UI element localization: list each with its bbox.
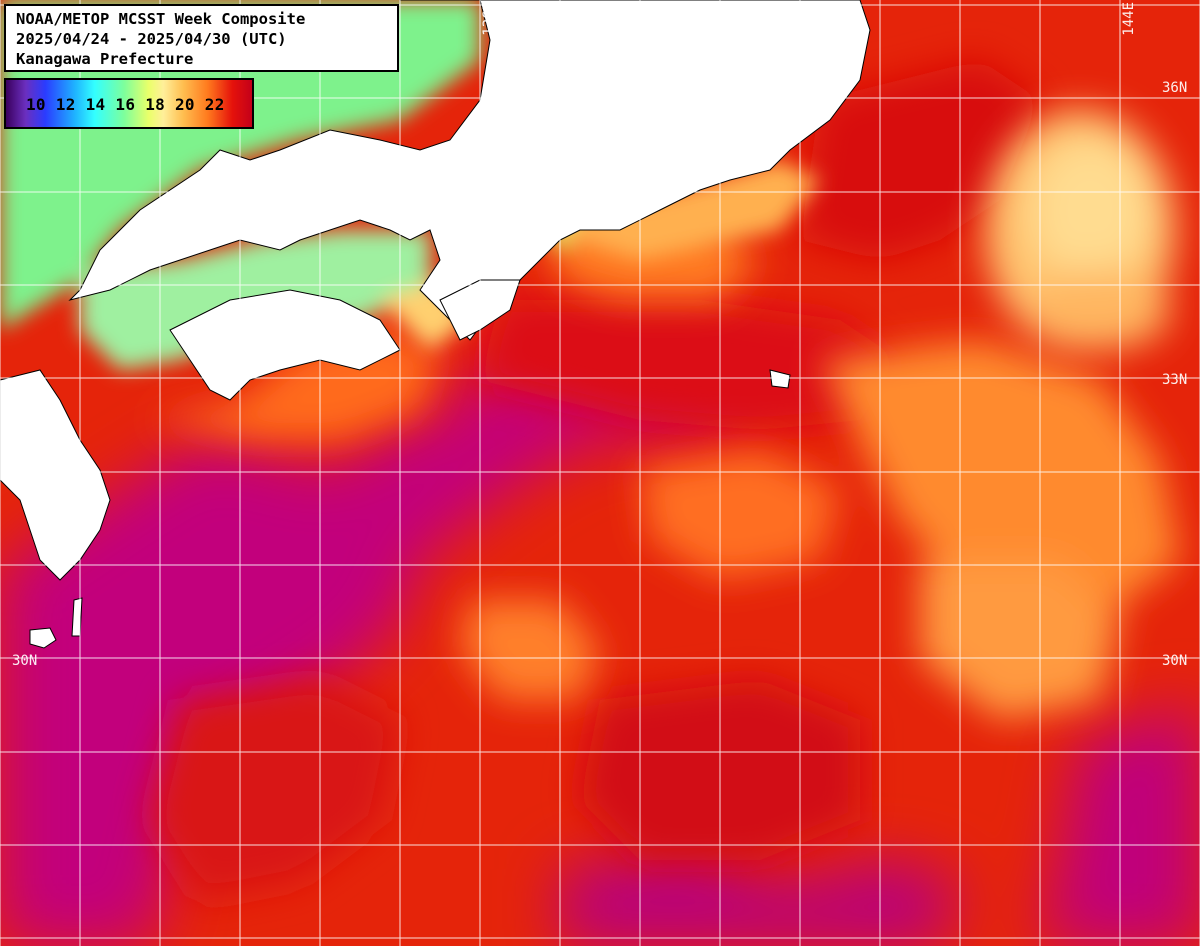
lat-label-30n-right: 30N xyxy=(1162,653,1188,669)
legend-tick-labels: 10 12 14 16 18 20 22 xyxy=(26,95,225,114)
land xyxy=(0,0,871,649)
lat-label-33n: 33N xyxy=(1162,372,1188,388)
lon-label-144e: 144E xyxy=(1121,2,1137,36)
color-scale-legend: 10 12 14 16 18 20 22 xyxy=(4,78,254,129)
title-line-3: Kanagawa Prefecture xyxy=(16,50,194,68)
land-shikoku xyxy=(169,289,401,401)
lat-label-30n-left: 30N xyxy=(12,653,38,669)
land-yakushima xyxy=(29,627,57,649)
title-box: NOAA/METOP MCSST Week Composite 2025/04/… xyxy=(4,4,399,72)
title-line-1: NOAA/METOP MCSST Week Composite xyxy=(16,10,306,28)
title-line-2: 2025/04/24 - 2025/04/30 (UTC) xyxy=(16,30,287,48)
cool-eddy xyxy=(985,110,1175,350)
warm-core-south xyxy=(560,850,960,946)
lon-label-136e: 136E xyxy=(481,2,497,36)
land-honshu xyxy=(68,0,871,341)
lat-label-36n: 36N xyxy=(1162,80,1188,96)
land-kyushu xyxy=(0,369,111,581)
land-izu-island xyxy=(769,369,791,389)
